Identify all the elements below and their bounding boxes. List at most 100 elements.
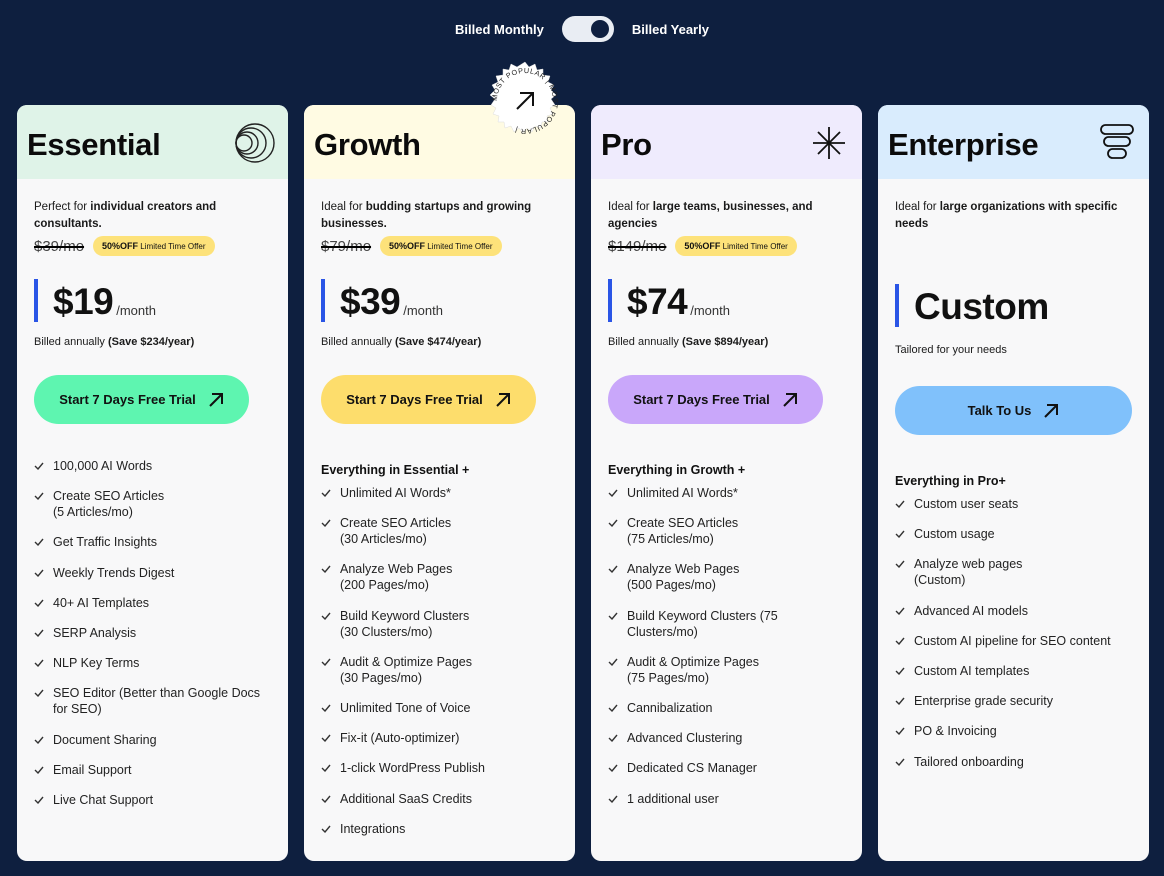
old-price: $149/mo	[608, 237, 667, 255]
arrow-up-right-icon	[209, 392, 223, 407]
feature-item: NLP Key Terms	[34, 655, 271, 671]
check-icon	[321, 795, 331, 803]
check-icon	[34, 736, 44, 744]
plan-card-essential: Essential Perfect for individual creators…	[17, 105, 288, 861]
feature-item: Audit & Optimize Pages (75 Pages/mo)	[608, 654, 845, 686]
check-icon	[321, 658, 331, 666]
plan-name: Pro	[601, 127, 652, 162]
feature-item: Advanced Clustering	[608, 730, 845, 746]
check-icon	[608, 519, 618, 528]
start-trial-button[interactable]: Start 7 Days Free Trial	[321, 375, 536, 424]
feature-item: 100,000 AI Words	[34, 458, 271, 474]
plan-header: Essential	[17, 105, 288, 179]
check-icon	[321, 519, 331, 528]
feature-item: Custom AI pipeline for SEO content	[895, 633, 1132, 649]
check-icon	[34, 689, 44, 698]
check-icon	[608, 795, 618, 803]
check-icon	[34, 599, 44, 607]
feature-item: Unlimited Tone of Voice	[321, 700, 558, 716]
feature-item: Additional SaaS Credits	[321, 791, 558, 807]
check-icon	[895, 727, 905, 736]
arrow-up-right-icon	[496, 392, 510, 407]
check-icon	[895, 667, 905, 675]
price-period: /month	[690, 303, 730, 318]
plan-description: Ideal for large organizations with speci…	[895, 201, 1118, 230]
old-price: $79/mo	[321, 237, 372, 255]
billing-toggle-switch[interactable]	[561, 16, 614, 42]
includes-heading: Everything in Pro+	[895, 474, 1006, 488]
start-trial-button[interactable]: Start 7 Days Free Trial	[608, 375, 823, 424]
feature-item: 40+ AI Templates	[34, 595, 271, 611]
feature-item: Dedicated CS Manager	[608, 760, 845, 776]
feature-item: PO & Invoicing	[895, 723, 1132, 739]
billed-monthly-label[interactable]: Billed Monthly	[455, 21, 544, 37]
plan-header: Pro	[591, 105, 862, 179]
feature-item: Custom AI templates	[895, 663, 1132, 679]
feature-item: Create SEO Articles (30 Articles/mo)	[321, 515, 558, 547]
check-icon	[895, 560, 905, 569]
price-row: $19/month	[34, 279, 271, 322]
plan-price: $19	[53, 281, 114, 322]
feature-item: SERP Analysis	[34, 625, 271, 641]
check-icon	[895, 500, 905, 508]
check-icon	[34, 569, 44, 577]
check-icon	[34, 796, 44, 804]
promo-row: $39/mo 50%OFF Limited Time Offer	[34, 234, 271, 258]
plan-name: Growth	[314, 127, 421, 162]
billed-yearly-label[interactable]: Billed Yearly	[631, 21, 709, 37]
feature-item: Live Chat Support	[34, 792, 271, 808]
feature-item: Cannibalization	[608, 700, 845, 716]
talk-to-us-button[interactable]: Talk To Us	[895, 386, 1132, 435]
start-trial-button[interactable]: Start 7 Days Free Trial	[34, 375, 249, 424]
price-row: $74/month	[608, 279, 845, 322]
check-icon	[895, 530, 905, 539]
feature-item: Advanced AI models	[895, 603, 1132, 619]
feature-item: Unlimited AI Words*	[608, 485, 845, 501]
check-icon	[608, 489, 618, 497]
most-popular-badge: MOST POPULAR | MOST POPULAR |	[489, 61, 559, 136]
check-icon	[34, 659, 44, 668]
check-icon	[608, 704, 618, 712]
price-row: Custom	[895, 284, 1132, 327]
billed-note: Billed annually (Save $474/year)	[321, 336, 482, 348]
old-price: $39/mo	[34, 237, 85, 255]
check-icon	[34, 629, 44, 637]
check-icon	[608, 734, 618, 743]
feature-list: Unlimited AI Words* Create SEO Articles (…	[608, 485, 845, 807]
feature-item: 1 additional user	[608, 791, 845, 807]
toggle-knob	[590, 20, 609, 38]
feature-item: Enterprise grade security	[895, 693, 1132, 709]
check-icon	[608, 565, 618, 574]
arrow-up-right-icon	[1044, 403, 1059, 418]
feature-item: Create SEO Articles (5 Articles/mo)	[34, 488, 271, 520]
discount-badge: 50%OFF Limited Time Offer	[675, 236, 797, 256]
feature-list: 100,000 AI Words Create SEO Articles (5 A…	[34, 458, 271, 808]
feature-item: Get Traffic Insights	[34, 534, 271, 550]
plan-description: Ideal for large teams, businesses, and a…	[608, 201, 813, 230]
arrow-up-right-icon	[516, 92, 534, 110]
asterisk-icon	[813, 127, 845, 159]
feature-item: Email Support	[34, 762, 271, 778]
feature-item: Analyze Web Pages (200 Pages/mo)	[321, 561, 558, 593]
feature-item: Audit & Optimize Pages (30 Pages/mo)	[321, 654, 558, 686]
price-period: /month	[116, 303, 156, 318]
plan-description: Ideal for budding startups and growing b…	[321, 201, 532, 230]
feature-item: Analyze web pages (Custom)	[895, 556, 1132, 588]
feature-item: Build Keyword Clusters (75 Clusters/mo)	[608, 608, 845, 640]
arrow-up-right-icon	[783, 392, 797, 407]
feature-item: SEO Editor (Better than Google Docs for …	[34, 685, 271, 717]
billed-note: Billed annually (Save $894/year)	[608, 336, 769, 348]
check-icon	[321, 825, 331, 833]
feature-item: Document Sharing	[34, 732, 271, 748]
feature-item: Custom user seats	[895, 496, 1132, 512]
plan-card-growth: Growth Ideal for budding startups and gro…	[304, 105, 575, 861]
feature-item: Unlimited AI Words*	[321, 485, 558, 501]
check-icon	[608, 612, 618, 620]
check-icon	[321, 565, 331, 574]
includes-heading: Everything in Essential +	[321, 463, 470, 477]
check-icon	[34, 492, 44, 501]
check-icon	[321, 764, 331, 773]
plan-subtitle: Tailored for your needs	[895, 344, 1007, 356]
plan-card-pro: Pro Ideal for large teams, businesses, an…	[591, 105, 862, 861]
feature-item: 1-click WordPress Publish	[321, 760, 558, 776]
